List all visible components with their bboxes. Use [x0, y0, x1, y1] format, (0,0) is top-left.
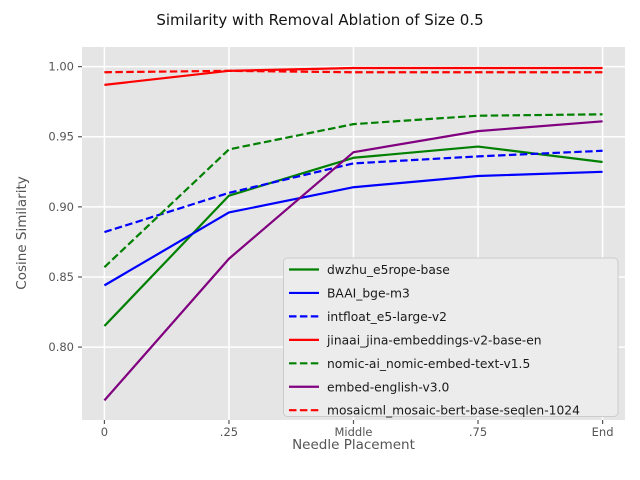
series-line-4 — [103, 113, 603, 268]
series-line-5 — [103, 120, 603, 402]
y-tick-label: 0.85 — [48, 270, 74, 284]
x-tick-label: .25 — [220, 425, 238, 439]
x-tick-label: 0 — [101, 425, 108, 439]
legend-label-0: dwzhu_e5rope-base — [327, 263, 450, 277]
series-line-3 — [104, 66, 603, 86]
y-tick-label: 0.95 — [48, 130, 74, 144]
legend-label-5: embed-english-v3.0 — [327, 380, 449, 394]
legend-label-2: intfloat_e5-large-v2 — [327, 310, 447, 324]
series-line-1 — [103, 170, 603, 287]
legend-label-6: mosaicml_mosaic-bert-base-seqlen-1024 — [327, 404, 580, 418]
chart-title: Similarity with Removal Ablation of Size… — [156, 11, 484, 29]
legend-label-3: jinaai_jina-embeddings-v2-base-en — [326, 333, 542, 347]
x-tick-label: Middle — [335, 425, 373, 439]
x-tick-label: .75 — [469, 425, 487, 439]
series-line-0 — [103, 145, 603, 327]
y-axis-label: Cosine Similarity — [14, 176, 30, 290]
x-axis-label: Needle Placement — [292, 437, 415, 453]
y-tick-label: 0.80 — [48, 340, 74, 354]
y-tick-label: 0.90 — [48, 200, 74, 214]
series-line-6 — [104, 69, 603, 74]
y-tick-label: 1.00 — [48, 60, 74, 74]
x-tick-label: End — [592, 425, 614, 439]
legend-box — [283, 257, 619, 417]
legend-label-1: BAAI_bge-m3 — [327, 286, 410, 300]
legend-label-4: nomic-ai_nomic-embed-text-v1.5 — [327, 357, 530, 371]
